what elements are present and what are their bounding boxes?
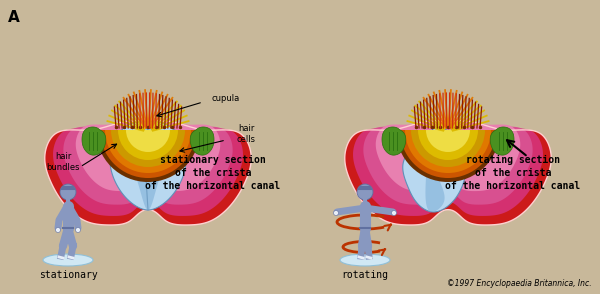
Polygon shape bbox=[134, 122, 163, 210]
Polygon shape bbox=[425, 124, 445, 212]
Wedge shape bbox=[126, 130, 170, 152]
Polygon shape bbox=[53, 120, 243, 216]
Polygon shape bbox=[64, 119, 233, 205]
Text: cupula: cupula bbox=[212, 93, 240, 103]
Text: rotating section
of the crista
of the horizontal canal: rotating section of the crista of the ho… bbox=[445, 155, 581, 191]
Text: ©1997 Encyclopaedia Britannica, Inc.: ©1997 Encyclopaedia Britannica, Inc. bbox=[448, 279, 592, 288]
Polygon shape bbox=[364, 119, 533, 205]
Wedge shape bbox=[105, 130, 191, 173]
Wedge shape bbox=[418, 130, 478, 160]
Polygon shape bbox=[490, 127, 514, 155]
Polygon shape bbox=[382, 127, 406, 155]
Polygon shape bbox=[82, 127, 106, 155]
Text: hair
cells: hair cells bbox=[236, 124, 256, 144]
Text: A: A bbox=[8, 10, 20, 25]
Polygon shape bbox=[345, 121, 551, 225]
Circle shape bbox=[357, 184, 373, 200]
Circle shape bbox=[334, 211, 338, 216]
Polygon shape bbox=[190, 127, 214, 155]
Circle shape bbox=[60, 184, 76, 200]
Polygon shape bbox=[76, 118, 220, 191]
Wedge shape bbox=[111, 130, 185, 167]
Wedge shape bbox=[426, 130, 470, 152]
Wedge shape bbox=[100, 130, 196, 178]
Wedge shape bbox=[396, 130, 500, 182]
Circle shape bbox=[56, 228, 61, 233]
Text: rotating: rotating bbox=[341, 270, 389, 280]
Ellipse shape bbox=[340, 254, 390, 266]
Wedge shape bbox=[400, 130, 496, 178]
Polygon shape bbox=[110, 122, 186, 210]
Polygon shape bbox=[376, 118, 520, 191]
Text: hair
bundles: hair bundles bbox=[46, 152, 80, 172]
Polygon shape bbox=[403, 124, 466, 212]
Wedge shape bbox=[411, 130, 485, 167]
Text: stationary: stationary bbox=[38, 270, 97, 280]
Ellipse shape bbox=[43, 254, 93, 266]
Text: stationary section
of the crista
of the horizontal canal: stationary section of the crista of the … bbox=[145, 155, 281, 191]
Polygon shape bbox=[353, 120, 543, 216]
Circle shape bbox=[76, 228, 80, 233]
Polygon shape bbox=[45, 121, 251, 225]
Wedge shape bbox=[96, 130, 200, 182]
Wedge shape bbox=[118, 130, 178, 160]
Circle shape bbox=[392, 211, 397, 216]
Wedge shape bbox=[405, 130, 491, 173]
